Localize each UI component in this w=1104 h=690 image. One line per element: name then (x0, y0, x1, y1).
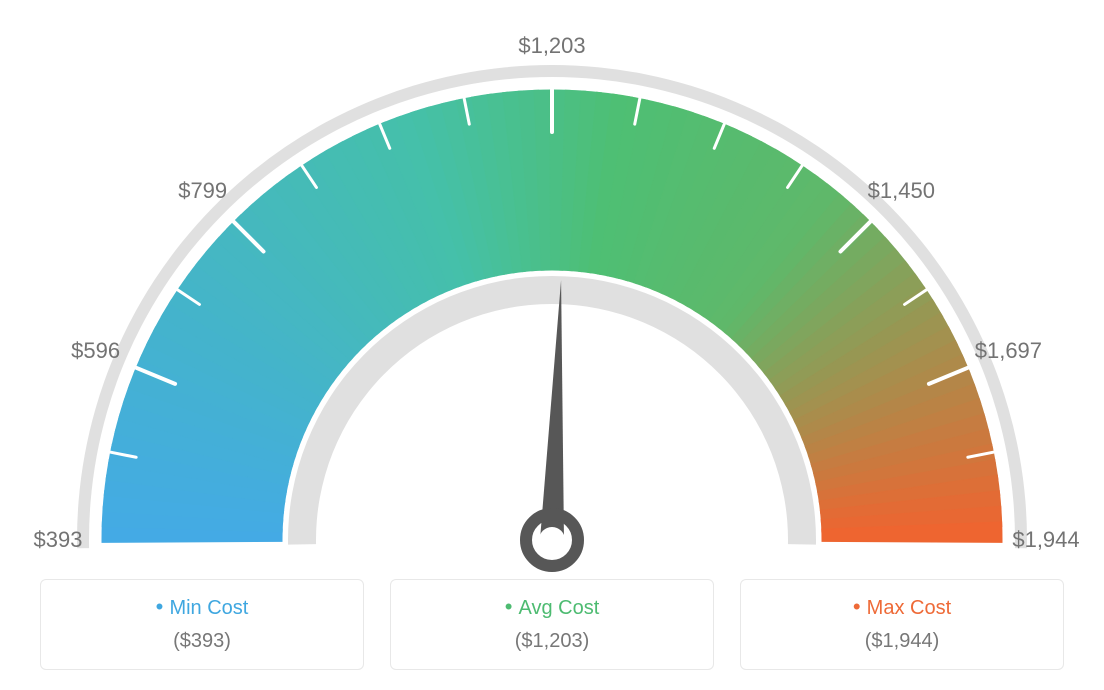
gauge-tick-label: $1,944 (1012, 527, 1079, 553)
max-cost-value: ($1,944) (741, 630, 1063, 653)
gauge-tick-label: $1,697 (975, 338, 1042, 364)
min-cost-title: Min Cost (41, 594, 363, 620)
gauge-needle (540, 280, 564, 540)
min-cost-value: ($393) (41, 630, 363, 653)
avg-cost-card: Avg Cost ($1,203) (390, 579, 714, 670)
gauge-area: $393 $596 $799 $1,203 $1,450 $1,697 $1,944 (0, 0, 1104, 580)
gauge-tick-label: $1,203 (518, 33, 585, 59)
min-cost-card: Min Cost ($393) (40, 579, 364, 670)
gauge-tick-label: $596 (71, 338, 120, 364)
max-cost-title: Max Cost (741, 594, 1063, 620)
max-cost-card: Max Cost ($1,944) (740, 579, 1064, 670)
gauge-pivot-inner (539, 527, 565, 553)
cost-gauge-container: $393 $596 $799 $1,203 $1,450 $1,697 $1,944 Min… (0, 0, 1104, 690)
gauge-svg (0, 0, 1104, 580)
legend-row: Min Cost ($393) Avg Cost ($1,203) Max Co… (0, 579, 1104, 670)
gauge-tick-label: $1,450 (868, 178, 935, 204)
avg-cost-title: Avg Cost (391, 594, 713, 620)
avg-cost-value: ($1,203) (391, 630, 713, 653)
gauge-tick-label: $393 (34, 527, 83, 553)
gauge-tick-label: $799 (178, 178, 227, 204)
